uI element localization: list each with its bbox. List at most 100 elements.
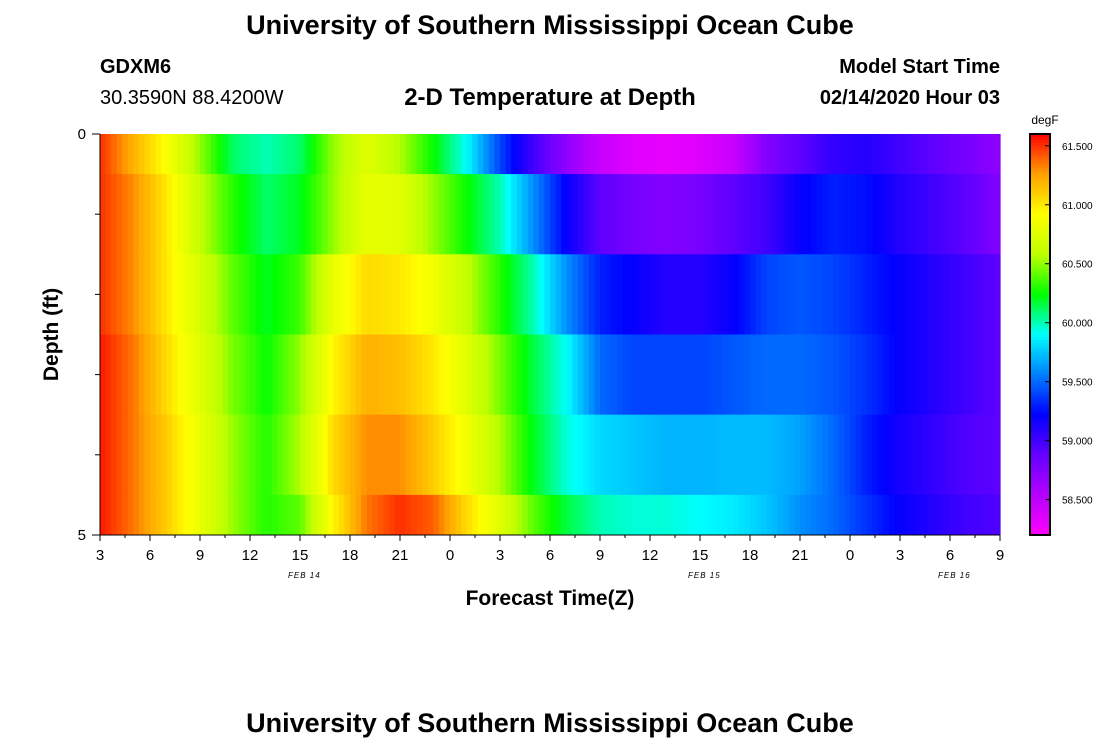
heatmap-cell (788, 174, 796, 255)
heatmap-cell (266, 134, 273, 175)
heatmap-cell (455, 134, 462, 175)
heatmap-cell (766, 254, 773, 335)
heatmap-cell (283, 414, 290, 496)
heatmap-cell (711, 134, 718, 175)
heatmap-cell (138, 134, 146, 175)
plot-title: 2-D Temperature at Depth (404, 84, 696, 111)
heatmap-cell (544, 414, 551, 496)
heatmap-cell (850, 134, 857, 175)
heatmap-cell (600, 134, 607, 175)
heatmap-cell (511, 494, 518, 536)
heatmap-cell (394, 134, 401, 175)
heatmap-cell (661, 134, 668, 175)
date-label: FEB 15 (688, 571, 721, 580)
colorbar-tick-label: 59.500 (1062, 378, 1093, 389)
heatmap-cell (577, 134, 584, 175)
heatmap-cell (222, 254, 229, 335)
colorbar-swatch (1030, 388, 1050, 393)
heatmap-cell (933, 174, 940, 255)
colorbar-swatch (1030, 469, 1050, 473)
heatmap-cell (461, 334, 468, 416)
heatmap-cell (794, 334, 801, 416)
heatmap-cell (994, 494, 1001, 536)
heatmap-cell (572, 134, 579, 175)
heatmap-cell (388, 134, 396, 175)
heatmap-cell (211, 494, 218, 536)
colorbar-swatch (1030, 463, 1050, 467)
heatmap-cell (300, 334, 307, 416)
heatmap-cell (172, 174, 179, 255)
heatmap-cell (811, 494, 818, 536)
heatmap-cell (316, 494, 323, 536)
heatmap-cell (888, 414, 896, 496)
heatmap-cell (161, 494, 168, 536)
x-tick-label: 9 (596, 547, 604, 564)
x-tick-label: 18 (742, 547, 759, 564)
heatmap-cell (133, 174, 140, 255)
heatmap-cell (727, 254, 734, 335)
heatmap-cell (100, 254, 107, 335)
heatmap-cell (350, 414, 357, 496)
heatmap-cell (283, 174, 290, 255)
heatmap-cell (155, 414, 162, 496)
heatmap-cell (811, 254, 818, 335)
heatmap-cell (433, 414, 440, 496)
heatmap-cell (705, 134, 712, 175)
x-tick-label: 15 (292, 547, 309, 564)
heatmap-cell (244, 134, 251, 175)
heatmap-cell (633, 174, 640, 255)
heatmap-cell (227, 134, 234, 175)
heatmap-cell (177, 414, 184, 496)
heatmap-cell (877, 134, 884, 175)
heatmap-cell (400, 134, 407, 175)
heatmap-cell (816, 334, 823, 416)
heatmap-cells (100, 134, 1001, 536)
heatmap-cell (377, 254, 384, 335)
heatmap-cell (638, 174, 646, 255)
heatmap-cell (183, 334, 190, 416)
colorbar-swatch (1030, 156, 1050, 161)
heatmap-cell (955, 134, 962, 175)
heatmap-cell (861, 134, 868, 175)
heatmap-cell (650, 334, 657, 416)
colorbar-swatch (1030, 136, 1050, 141)
heatmap-cell (538, 254, 546, 335)
heatmap-cell (377, 174, 384, 255)
heatmap-cell (833, 334, 840, 416)
heatmap-cell (733, 134, 740, 175)
heatmap-cell (650, 494, 657, 536)
colorbar-swatch (1030, 305, 1050, 310)
heatmap-cell (144, 494, 151, 536)
heatmap-cell (483, 254, 490, 335)
colorbar-swatch (1030, 411, 1050, 416)
heatmap-cell (294, 494, 301, 536)
heatmap-cell (294, 174, 301, 255)
heatmap-cell (738, 134, 746, 175)
heatmap-cell (188, 174, 196, 255)
heatmap-cell (372, 254, 379, 335)
heatmap-cell (261, 254, 268, 335)
colorbar-swatch (1030, 308, 1050, 313)
heatmap-cell (983, 134, 990, 175)
heatmap-cell (833, 254, 840, 335)
heatmap-cell (433, 174, 440, 255)
heatmap-cell (666, 174, 673, 255)
heatmap-cell (838, 254, 846, 335)
heatmap-cell (338, 134, 346, 175)
heatmap-cell (777, 494, 784, 536)
heatmap-cell (516, 174, 523, 255)
heatmap-cell (300, 174, 307, 255)
heatmap-cell (166, 254, 173, 335)
heatmap-cell (366, 414, 373, 496)
heatmap-cell (716, 334, 723, 416)
heatmap-cell (544, 254, 551, 335)
heatmap-cell (861, 414, 868, 496)
heatmap-cell (922, 254, 929, 335)
heatmap-cell (488, 174, 496, 255)
heatmap-cell (372, 494, 379, 536)
heatmap-cell (822, 174, 829, 255)
heatmap-cell (344, 174, 351, 255)
heatmap-cell (944, 334, 951, 416)
heatmap-cell (872, 254, 879, 335)
heatmap-cell (777, 334, 784, 416)
